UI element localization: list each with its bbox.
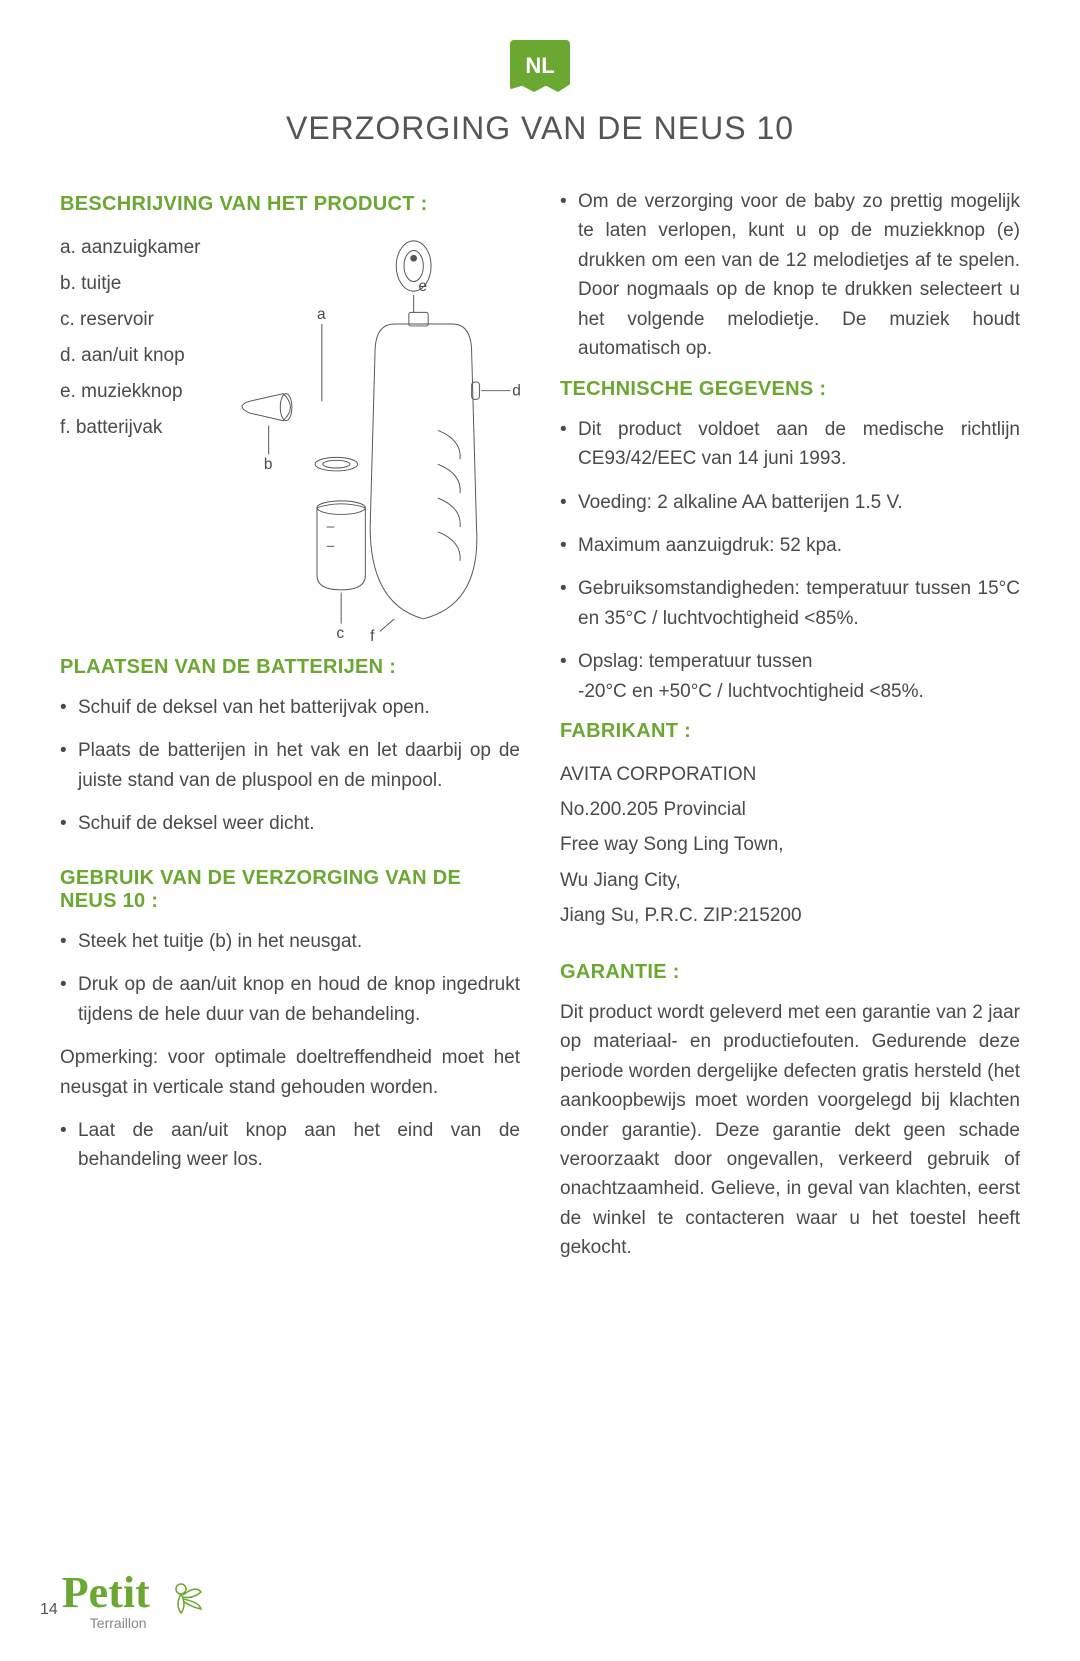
brand-logo: Petit Terraillon bbox=[62, 1575, 211, 1631]
addr-line: Jiang Su, P.R.C. ZIP:215200 bbox=[560, 898, 1020, 933]
page-number: 14 bbox=[40, 1601, 58, 1619]
description-row: a. aanzuigkamer b. tuitje c. reservoir d… bbox=[60, 230, 520, 650]
list-item: Voeding: 2 alkaline AA batterijen 1.5 V. bbox=[560, 488, 1020, 517]
list-item: Maximum aanzuigdruk: 52 kpa. bbox=[560, 531, 1020, 560]
list-item: Dit product voldoet aan de medische rich… bbox=[560, 415, 1020, 474]
list-item: Schuif de deksel weer dicht. bbox=[60, 809, 520, 838]
label-c: c bbox=[336, 625, 344, 642]
diagram-svg: a b c d e f bbox=[230, 230, 520, 650]
fairy-icon bbox=[161, 1577, 211, 1617]
list-item: Om de verzorging voor de baby zo prettig… bbox=[560, 187, 1020, 364]
language-flag: NL bbox=[510, 40, 570, 92]
addr-line: Free way Song Ling Town, bbox=[560, 827, 1020, 862]
heading-tech: TECHNISCHE GEGEVENS : bbox=[560, 378, 1020, 401]
tech-specs: Dit product voldoet aan de medische rich… bbox=[560, 415, 1020, 707]
logo-sub-text: Terraillon bbox=[90, 1615, 211, 1631]
part-a: a. aanzuigkamer bbox=[60, 230, 220, 266]
part-e: e. muziekknop bbox=[60, 374, 220, 410]
label-a: a bbox=[317, 306, 326, 323]
list-item: Gebruiksomstandigheden: temperatuur tuss… bbox=[560, 574, 1020, 633]
music-info: Om de verzorging voor de baby zo prettig… bbox=[560, 187, 1020, 364]
label-d: d bbox=[512, 383, 520, 400]
content-columns: BESCHRIJVING VAN HET PRODUCT : a. aanzui… bbox=[60, 187, 1020, 1277]
list-item: Plaats de batterijen in het vak en let d… bbox=[60, 736, 520, 795]
list-item: Steek het tuitje (b) in het neusgat. bbox=[60, 927, 520, 956]
label-e: e bbox=[419, 278, 428, 295]
parts-list: a. aanzuigkamer b. tuitje c. reservoir d… bbox=[60, 230, 220, 447]
heading-manufacturer: FABRIKANT : bbox=[560, 720, 1020, 743]
heading-description: BESCHRIJVING VAN HET PRODUCT : bbox=[60, 193, 520, 216]
left-column: BESCHRIJVING VAN HET PRODUCT : a. aanzui… bbox=[60, 187, 520, 1277]
usage-note: Opmerking: voor optimale doeltreffendhei… bbox=[60, 1043, 520, 1102]
part-d: d. aan/uit knop bbox=[60, 338, 220, 374]
manufacturer-address: AVITA CORPORATION No.200.205 Provincial … bbox=[560, 757, 1020, 933]
warranty-text: Dit product wordt geleverd met een garan… bbox=[560, 998, 1020, 1263]
list-item: Schuif de deksel van het batterijvak ope… bbox=[60, 693, 520, 722]
flag-text: NL bbox=[525, 53, 554, 79]
list-item: Druk op de aan/uit knop en houd de knop … bbox=[60, 970, 520, 1029]
heading-warranty: GARANTIE : bbox=[560, 961, 1020, 984]
page-footer: 14 Petit Terraillon bbox=[40, 1575, 211, 1631]
heading-usage: GEBRUIK VAN DE VERZORGING VAN DE NEUS 10… bbox=[60, 867, 520, 913]
label-f: f bbox=[370, 628, 375, 645]
addr-line: No.200.205 Provincial bbox=[560, 792, 1020, 827]
usage-steps-2: Laat de aan/uit knop aan het eind van de… bbox=[60, 1116, 520, 1175]
part-f: f. batterijvak bbox=[60, 410, 220, 446]
page-title: VERZORGING VAN DE NEUS 10 bbox=[60, 110, 1020, 147]
part-c: c. reservoir bbox=[60, 302, 220, 338]
usage-steps-1: Steek het tuitje (b) in het neusgat. Dru… bbox=[60, 927, 520, 1029]
right-column: Om de verzorging voor de baby zo prettig… bbox=[560, 187, 1020, 1277]
logo-main-text: Petit bbox=[62, 1568, 150, 1617]
part-b: b. tuitje bbox=[60, 266, 220, 302]
product-diagram: a b c d e f bbox=[230, 230, 520, 650]
list-item: Laat de aan/uit knop aan het eind van de… bbox=[60, 1116, 520, 1175]
label-b: b bbox=[264, 456, 273, 473]
addr-line: AVITA CORPORATION bbox=[560, 757, 1020, 792]
list-item: Opslag: temperatuur tussen -20°C en +50°… bbox=[560, 647, 1020, 706]
addr-line: Wu Jiang City, bbox=[560, 863, 1020, 898]
battery-steps: Schuif de deksel van het batterijvak ope… bbox=[60, 693, 520, 839]
heading-batteries: PLAATSEN VAN DE BATTERIJEN : bbox=[60, 656, 520, 679]
